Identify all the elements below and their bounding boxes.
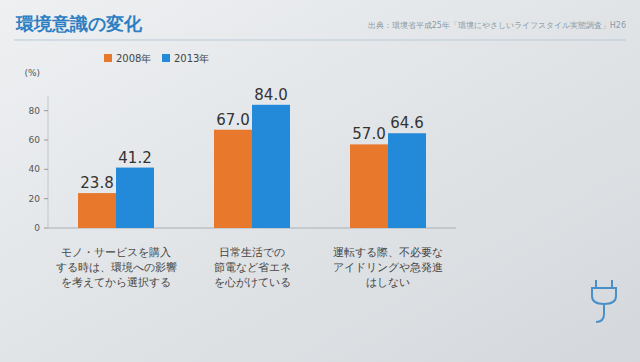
chart: 環境意識の変化 出典：環境省平成25年「環境にやさしいライフスタイル実態調査」H2…	[0, 0, 640, 362]
category-line: する時は、環境への影響	[56, 261, 177, 274]
bar	[78, 193, 116, 228]
source: 出典：環境省平成25年「環境にやさしいライフスタイル実態調査」H26	[368, 21, 626, 30]
category-line: 運転する際、不必要な	[333, 246, 443, 259]
background	[0, 0, 640, 362]
bar	[388, 133, 426, 228]
y-tick	[44, 228, 48, 229]
category-line: 節電など省エネ	[214, 261, 291, 274]
data-label: 84.0	[254, 86, 287, 104]
title: 環境意識の変化	[15, 13, 143, 34]
legend-swatch	[162, 54, 170, 62]
y-tick-label: 20	[29, 194, 41, 204]
data-labels: 23.8 67.0 57.0 41.2 84.0 64.6	[80, 86, 423, 192]
y-tick	[44, 140, 48, 141]
data-label: 57.0	[352, 125, 385, 143]
y-tick-label: 80	[29, 106, 41, 116]
y-tick	[44, 198, 48, 199]
legend-swatch	[104, 54, 112, 62]
legend-label: 2008年	[116, 53, 151, 64]
title-rule	[14, 40, 626, 41]
bar	[116, 168, 154, 228]
data-label: 64.6	[390, 114, 423, 132]
category-line: を心がけている	[214, 276, 291, 289]
plug-icon	[592, 280, 616, 322]
bar	[252, 105, 290, 228]
y-tick-label: 60	[29, 135, 41, 145]
data-label: 67.0	[216, 111, 249, 129]
category-line: アイドリングや急発進	[333, 261, 443, 274]
category-line: はしない	[366, 276, 410, 289]
bar	[214, 130, 252, 228]
category-line: 日常生活での	[219, 246, 285, 259]
category-label: モノ・サービスを購入する時は、環境への影響を考えてから選択する	[56, 246, 177, 289]
y-tick	[44, 169, 48, 170]
category-line: モノ・サービスを購入	[61, 246, 171, 259]
plug-path	[592, 280, 616, 322]
y-axis-line	[48, 96, 49, 228]
legend-label: 2013年	[174, 53, 209, 64]
category-label: 日常生活での節電など省エネを心がけている	[214, 246, 291, 289]
bar	[350, 144, 388, 228]
data-label: 23.8	[80, 174, 113, 192]
y-tick-label: 40	[29, 164, 41, 174]
y-tick	[44, 110, 48, 111]
bars	[78, 105, 426, 228]
data-label: 41.2	[118, 149, 151, 167]
y-tick-label: 0	[34, 223, 40, 233]
category-line: を考えてから選択する	[61, 276, 171, 289]
category-label: 運転する際、不必要なアイドリングや急発進はしない	[333, 246, 443, 289]
y-axis-label: (%)	[24, 68, 40, 78]
